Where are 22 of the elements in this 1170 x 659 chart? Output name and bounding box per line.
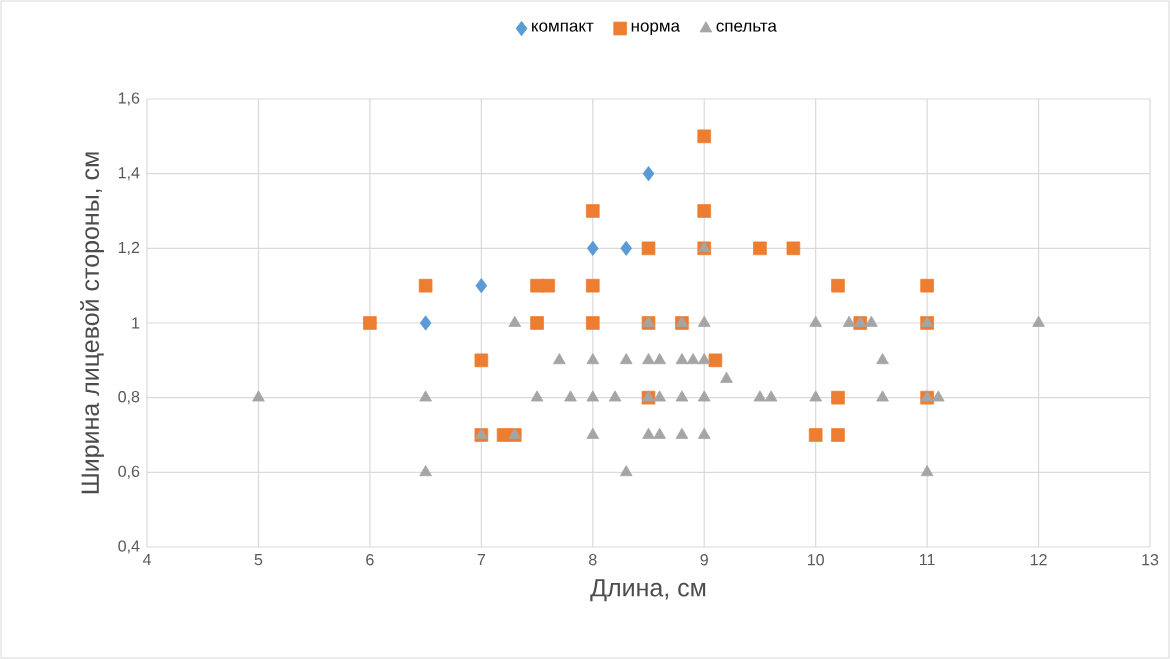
y-tick-label: 0,4	[118, 540, 140, 554]
x-tick-label: 13	[1142, 554, 1159, 566]
y-axis-title: Ширина лицевой стороны, см	[80, 152, 104, 494]
x-tick-label: 11	[920, 554, 935, 566]
y-tick-label: 1,2	[118, 241, 140, 255]
y-tick-label: 1,4	[118, 167, 140, 181]
x-axis-title: Длина, см	[590, 579, 706, 602]
x-tick-label: 4	[142, 554, 151, 566]
x-tick-label: 8	[589, 554, 597, 566]
legend-label: спельта	[716, 22, 777, 32]
y-tick-label: 1	[132, 317, 140, 329]
y-tick-label: 1,6	[118, 92, 140, 106]
x-tick-label: 7	[477, 554, 485, 566]
legend-label: норма	[631, 22, 680, 36]
x-tick-label: 9	[700, 554, 708, 566]
y-tick-label: 0,6	[118, 465, 140, 479]
x-tick-label: 10	[808, 554, 824, 566]
legend-label: компакт	[532, 22, 594, 32]
x-tick-label: 6	[366, 554, 374, 566]
x-tick-label: 12	[1030, 554, 1047, 566]
x-tick-label: 5	[254, 554, 263, 566]
y-tick-label: 0,8	[118, 391, 140, 405]
